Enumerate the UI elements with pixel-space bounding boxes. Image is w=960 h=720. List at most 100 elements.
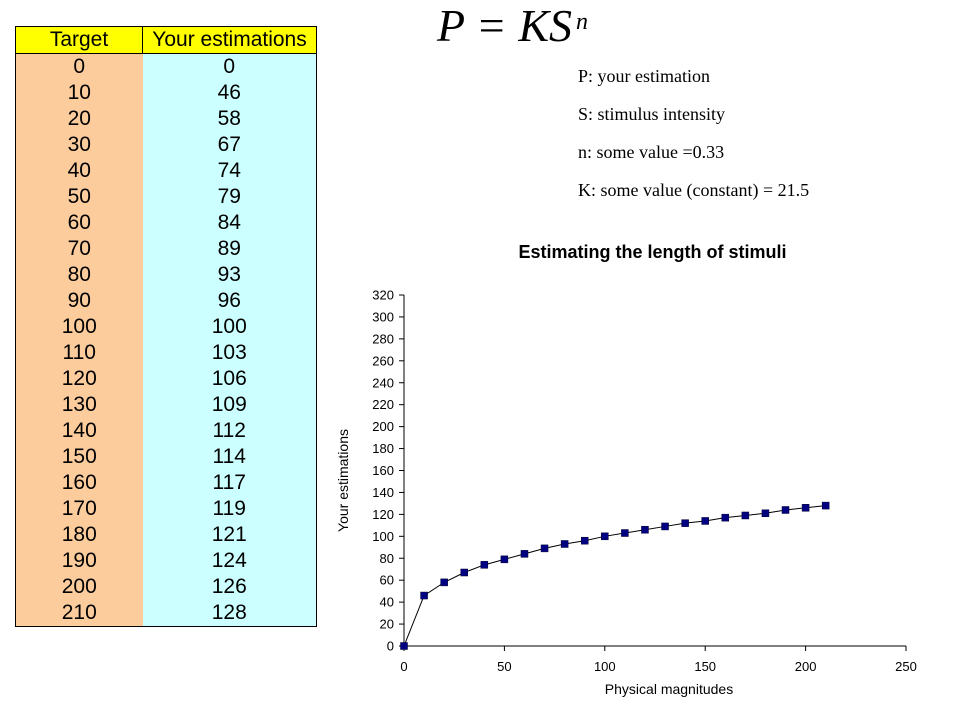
data-point bbox=[601, 532, 609, 541]
data-table: Target Your estimations 0 0 10 46 20 58 30 67 40… bbox=[15, 26, 317, 627]
target-cell[interactable]: 140 bbox=[15, 418, 143, 444]
y-tick-label: 120 bbox=[372, 507, 394, 522]
data-point bbox=[781, 506, 790, 514]
target-cell[interactable]: 30 bbox=[15, 132, 143, 158]
y-tick-label: 220 bbox=[372, 397, 394, 412]
data-point bbox=[821, 501, 830, 510]
column-header-estimations[interactable]: Your estimations bbox=[142, 26, 317, 54]
table-row: 40 74 bbox=[15, 158, 317, 184]
table-row: 20 58 bbox=[15, 106, 317, 132]
data-point bbox=[520, 550, 529, 558]
table-body: 0 0 10 46 20 58 30 67 40 74 50 79 60 84 70 89 80 93 90 96 10… bbox=[15, 53, 317, 627]
target-cell[interactable]: 150 bbox=[15, 444, 143, 470]
data-point bbox=[540, 544, 549, 553]
estimation-cell[interactable]: 112 bbox=[142, 418, 317, 444]
estimation-cell[interactable]: 89 bbox=[142, 236, 317, 262]
y-tick-label: 180 bbox=[372, 441, 394, 456]
table-row: 210 128 bbox=[15, 600, 317, 627]
table-row: 160 117 bbox=[15, 470, 317, 496]
estimation-cell[interactable]: 121 bbox=[142, 522, 317, 548]
y-axis-label: Your estimations bbox=[335, 429, 351, 532]
table-row: 150 114 bbox=[15, 444, 317, 470]
target-cell[interactable]: 20 bbox=[15, 106, 143, 132]
x-tick-label: 200 bbox=[795, 659, 817, 674]
estimation-cell[interactable]: 46 bbox=[142, 80, 317, 106]
data-point bbox=[420, 591, 428, 600]
y-tick-label: 320 bbox=[372, 288, 394, 303]
y-tick-label: 260 bbox=[372, 353, 394, 368]
table-row: 80 93 bbox=[15, 262, 317, 288]
target-cell[interactable]: 70 bbox=[15, 236, 143, 262]
column-header-target[interactable]: Target bbox=[15, 26, 143, 54]
x-tick-label: 100 bbox=[594, 659, 616, 674]
table-row: 140 112 bbox=[15, 418, 317, 444]
estimation-cell[interactable]: 117 bbox=[142, 470, 317, 496]
target-cell[interactable]: 210 bbox=[15, 600, 143, 627]
estimation-cell[interactable]: 96 bbox=[142, 288, 317, 314]
estimation-cell[interactable]: 100 bbox=[142, 314, 317, 340]
table-row: 170 119 bbox=[15, 496, 317, 522]
formula-notes: P: your estimation S: stimulus intensity… bbox=[578, 64, 809, 216]
estimation-cell[interactable]: 106 bbox=[142, 366, 317, 392]
target-cell[interactable]: 190 bbox=[15, 548, 143, 574]
table-row: 110 103 bbox=[15, 340, 317, 366]
estimation-cell[interactable]: 109 bbox=[142, 392, 317, 418]
target-cell[interactable]: 100 bbox=[15, 314, 143, 340]
data-point bbox=[460, 568, 468, 577]
estimation-cell[interactable]: 0 bbox=[142, 53, 317, 80]
target-cell[interactable]: 130 bbox=[15, 392, 143, 418]
estimation-cell[interactable]: 67 bbox=[142, 132, 317, 158]
y-tick-label: 0 bbox=[387, 639, 394, 654]
data-point bbox=[641, 525, 649, 534]
estimation-cell[interactable]: 58 bbox=[142, 106, 317, 132]
estimation-cell[interactable]: 79 bbox=[142, 184, 317, 210]
estimation-cell[interactable]: 103 bbox=[142, 340, 317, 366]
y-tick-label: 300 bbox=[372, 309, 394, 324]
table-row: 90 96 bbox=[15, 288, 317, 314]
formula-lhs: P bbox=[437, 0, 465, 51]
target-cell[interactable]: 180 bbox=[15, 522, 143, 548]
y-tick-label: 80 bbox=[380, 551, 394, 566]
target-cell[interactable]: 170 bbox=[15, 496, 143, 522]
estimation-cell[interactable]: 84 bbox=[142, 210, 317, 236]
target-cell[interactable]: 0 bbox=[15, 53, 143, 80]
x-tick-label: 250 bbox=[895, 659, 917, 674]
data-point bbox=[761, 509, 770, 518]
chart-title: Estimating the length of stimuli bbox=[518, 242, 787, 262]
target-cell[interactable]: 40 bbox=[15, 158, 143, 184]
note-n: n: some value =0.33 bbox=[578, 142, 725, 162]
y-tick-label: 200 bbox=[372, 419, 394, 434]
target-cell[interactable]: 10 bbox=[15, 80, 143, 106]
estimation-cell[interactable]: 93 bbox=[142, 262, 317, 288]
estimation-cell[interactable]: 114 bbox=[142, 444, 317, 470]
target-cell[interactable]: 200 bbox=[15, 574, 143, 600]
estimation-cell[interactable]: 119 bbox=[142, 496, 317, 522]
data-point bbox=[801, 504, 810, 512]
data-point bbox=[560, 540, 569, 548]
data-point bbox=[500, 555, 509, 564]
estimation-cell[interactable]: 124 bbox=[142, 548, 317, 574]
table-row: 190 124 bbox=[15, 548, 317, 574]
target-cell[interactable]: 60 bbox=[15, 210, 143, 236]
x-tick-label: 150 bbox=[694, 659, 716, 674]
target-cell[interactable]: 110 bbox=[15, 340, 143, 366]
estimation-cell[interactable]: 126 bbox=[142, 574, 317, 600]
data-point bbox=[701, 517, 709, 525]
target-cell[interactable]: 90 bbox=[15, 288, 143, 314]
estimation-cell[interactable]: 128 bbox=[142, 600, 317, 627]
target-cell[interactable]: 80 bbox=[15, 262, 143, 288]
table-row: 50 79 bbox=[15, 184, 317, 210]
table-header-row: Target Your estimations bbox=[15, 26, 317, 54]
data-point bbox=[400, 642, 408, 650]
y-tick-label: 280 bbox=[372, 331, 394, 346]
y-tick-label: 160 bbox=[372, 463, 394, 478]
formula-rhs: = KS bbox=[475, 0, 573, 51]
y-tick-label: 60 bbox=[380, 573, 394, 588]
note-k: K: some value (constant) = 21.5 bbox=[578, 180, 810, 200]
estimation-cell[interactable]: 74 bbox=[142, 158, 317, 184]
target-cell[interactable]: 50 bbox=[15, 184, 143, 210]
table-row: 130 109 bbox=[15, 392, 317, 418]
target-cell[interactable]: 120 bbox=[15, 366, 143, 392]
target-cell[interactable]: 160 bbox=[15, 470, 143, 496]
